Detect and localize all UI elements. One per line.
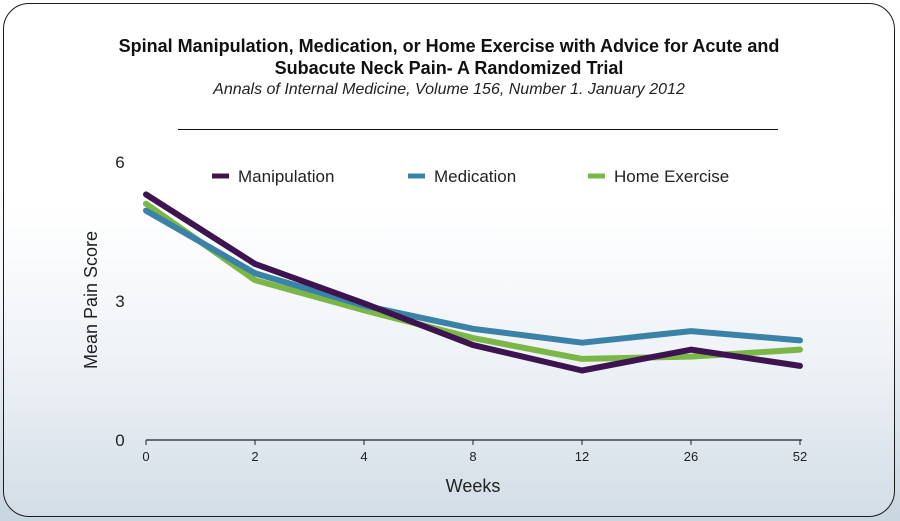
x-axis-title: Weeks — [446, 476, 501, 496]
chart-title-line-2: Subacute Neck Pain- A Randomized Trial — [274, 58, 624, 78]
y-tick-label: 3 — [115, 292, 124, 311]
legend-label: Home Exercise — [614, 167, 729, 186]
y-tick-label: 0 — [115, 431, 124, 450]
series-line-home-exercise — [143, 200, 803, 362]
title-divider — [178, 129, 778, 130]
chart-subtitle: Annals of Internal Medicine, Volume 156,… — [213, 81, 685, 98]
x-tick-label: 26 — [684, 449, 698, 464]
series-line-manipulation — [143, 191, 803, 374]
y-axis-title: Mean Pain Score — [81, 231, 101, 369]
x-tick-label: 52 — [793, 449, 807, 464]
legend-label: Medication — [434, 167, 516, 186]
y-tick-label: 6 — [115, 153, 124, 172]
x-tick-label: 8 — [469, 449, 476, 464]
chart-card: Spinal Manipulation, Medication, or Home… — [3, 3, 895, 517]
x-tick-label: 4 — [360, 449, 367, 464]
chart-title-line-1: Spinal Manipulation, Medication, or Home… — [118, 36, 780, 56]
series-line-medication — [143, 207, 803, 346]
x-tick-label: 12 — [575, 449, 589, 464]
x-tick-label: 2 — [251, 449, 258, 464]
x-tick-label: 0 — [142, 449, 149, 464]
legend-label: Manipulation — [238, 167, 334, 186]
chart-title: Spinal Manipulation, Medication, or Home… — [4, 35, 894, 79]
